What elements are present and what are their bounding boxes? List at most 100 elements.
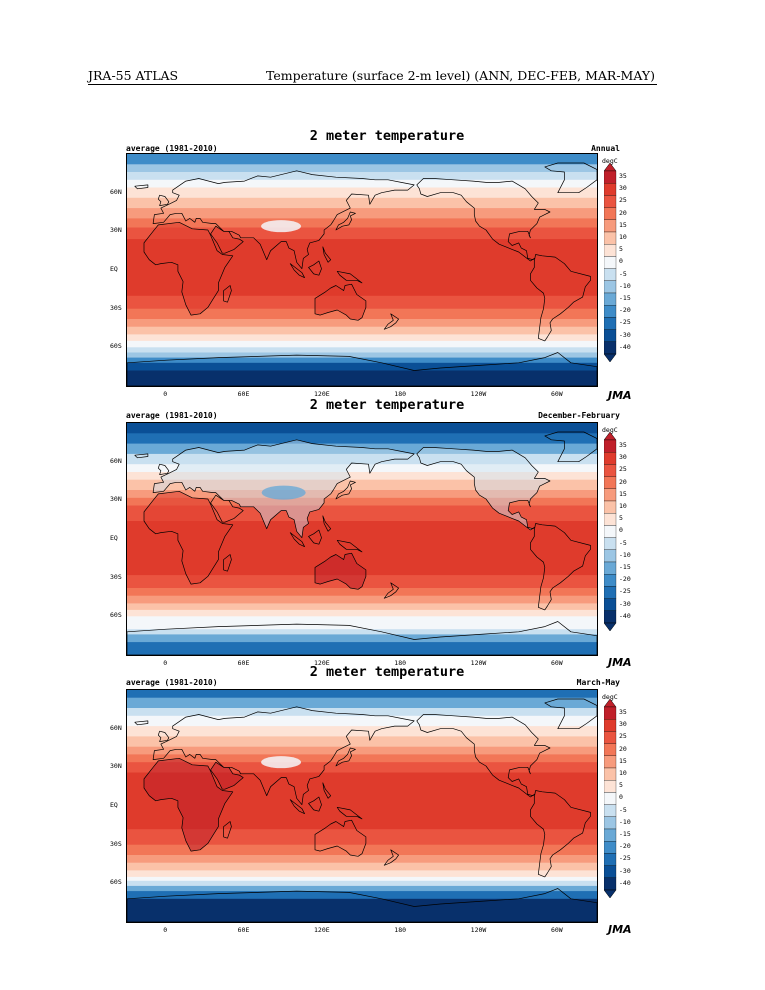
colorbar-arrow-bottom xyxy=(604,622,617,631)
temperature-band xyxy=(127,319,597,328)
colorbar-tick: -30 xyxy=(619,866,631,875)
colorbar-tick: -5 xyxy=(619,269,627,278)
temperature-band xyxy=(127,172,597,181)
land-temperature-overlay xyxy=(144,758,233,852)
colorbar-swatch xyxy=(604,513,617,526)
temperature-band xyxy=(127,746,597,755)
colorbar-swatches xyxy=(604,163,617,362)
lat-label: 30S xyxy=(110,572,122,581)
temperature-band xyxy=(127,164,597,173)
coastline-uk xyxy=(157,730,170,742)
coastline-europe_asia xyxy=(152,706,415,806)
colorbar-arrow-top xyxy=(604,432,617,441)
temperature-band xyxy=(127,208,597,219)
colorbar-tick: 5 xyxy=(619,514,623,523)
colorbar-swatch xyxy=(604,877,617,891)
coastline-europe_asia xyxy=(152,170,415,270)
lat-label: EQ xyxy=(110,534,118,542)
temperature-band xyxy=(127,880,597,887)
colorbar-swatch xyxy=(604,706,617,720)
lon-label: 0 xyxy=(163,390,168,398)
colorbar-arrow-top xyxy=(604,163,617,172)
lat-label: 30N xyxy=(110,762,122,771)
colorbar-swatch xyxy=(604,317,617,330)
lat-label: EQ xyxy=(110,265,118,273)
coastline-new_guinea xyxy=(336,539,363,553)
temperature-band xyxy=(127,362,597,372)
lon-label: 120W xyxy=(470,659,487,667)
lon-label: 60W xyxy=(550,926,563,934)
lon-label: 180 xyxy=(394,659,407,667)
coastline-antarctica xyxy=(127,621,597,655)
panel-season: Annual xyxy=(591,144,620,153)
coastline-uk xyxy=(157,463,170,475)
lon-label: 0 xyxy=(163,659,168,667)
colorbar-tick: 20 xyxy=(619,744,627,753)
temperature-band xyxy=(127,464,597,473)
colorbar-swatch xyxy=(604,755,617,769)
lon-label: 180 xyxy=(394,926,407,934)
colorbar-swatch xyxy=(604,586,617,599)
temperature-band xyxy=(127,862,597,871)
colorbar-tick: -40 xyxy=(619,342,631,351)
panel-subtitle: average (1981-2010) xyxy=(126,678,218,687)
panel-season: March-May xyxy=(576,678,620,687)
coastline-greenland xyxy=(544,431,597,463)
colorbar-swatch xyxy=(604,841,617,854)
temperature-band xyxy=(127,690,597,699)
coastline-s_america xyxy=(530,523,591,611)
panel-title: 2 meter temperature xyxy=(309,397,465,413)
colorbar-tick: 25 xyxy=(619,196,627,205)
temperature-band xyxy=(127,352,597,359)
temperature-band xyxy=(127,218,597,228)
colorbar-swatch xyxy=(604,828,617,842)
coastline-madagascar xyxy=(223,821,232,839)
temperature-band xyxy=(127,370,597,386)
lon-label: 120W xyxy=(470,390,487,398)
land-temperature-overlay xyxy=(210,226,244,254)
temperature-band xyxy=(127,697,597,709)
temperature-band xyxy=(127,453,597,465)
panel-season: December-February xyxy=(538,411,620,420)
jma-logo: JMA xyxy=(608,923,632,936)
coastline-sumatra xyxy=(289,263,305,279)
lat-label: 30N xyxy=(110,226,122,235)
colorbar-swatch xyxy=(604,743,617,756)
land-temperature-overlay xyxy=(315,284,366,321)
atlas-header-title: JRA-55 ATLAS xyxy=(88,68,179,83)
temperature-band xyxy=(127,876,597,882)
tibet-cold-spot xyxy=(261,756,302,769)
temperature-band xyxy=(127,855,597,864)
tibet-cold-spot xyxy=(261,485,306,500)
coastline-madagascar xyxy=(223,285,232,303)
colorbar-swatch xyxy=(604,170,617,184)
lat-label: 30N xyxy=(110,495,122,504)
colorbar-swatch xyxy=(604,256,617,269)
colorbar-tick: -10 xyxy=(619,550,631,559)
coastline-iceland xyxy=(134,453,149,459)
temperature-band xyxy=(127,885,597,892)
colorbar-unit: degC xyxy=(602,693,618,701)
colorbar-tick: -30 xyxy=(619,599,631,608)
header-rule xyxy=(88,84,657,85)
lon-label: 0 xyxy=(163,926,168,934)
colorbar-swatch xyxy=(604,500,617,514)
temperature-band xyxy=(127,642,597,655)
coastline-n_america xyxy=(416,178,551,262)
colorbar-swatch xyxy=(604,195,617,208)
colorbar-swatch xyxy=(604,464,617,477)
temperature-band xyxy=(127,588,597,597)
colorbar-tick: 35 xyxy=(619,441,627,449)
colorbar-swatch xyxy=(604,537,617,550)
land-cold-overlay xyxy=(416,447,550,530)
temperature-band xyxy=(127,595,597,604)
colorbar-tick: -20 xyxy=(619,842,631,851)
colorbar-arrow-bottom xyxy=(604,353,617,362)
colorbar-swatch xyxy=(604,853,617,866)
colorbar-swatch xyxy=(604,341,617,355)
temperature-band xyxy=(127,357,597,364)
coastline-arabia xyxy=(210,761,244,790)
colorbar-tick: 0 xyxy=(619,257,623,266)
temperature-band xyxy=(127,479,597,491)
colorbar-swatch xyxy=(604,731,617,744)
